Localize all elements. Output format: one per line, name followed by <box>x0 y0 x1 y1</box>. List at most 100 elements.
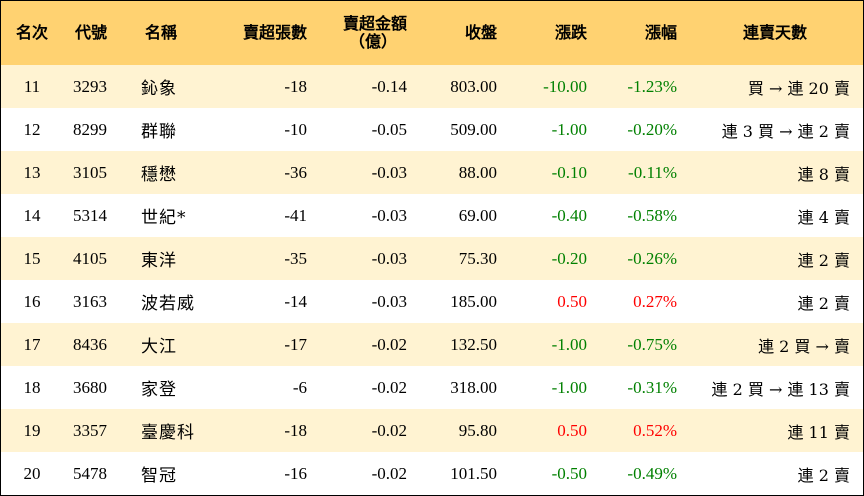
cell-rank: 16 <box>23 291 41 311</box>
cell-net-sell-amount: -0.03 <box>371 162 407 182</box>
table-row: 20 5478 智冠 -16 -0.02 101.50 -0.50 -0.49% 連 2 賣 <box>1 452 863 495</box>
cell-net-sell-lots: -14 <box>284 291 307 311</box>
table-row: 19 3357 臺慶科 -18 -0.02 95.80 0.50 0.52% 連 11 賣 <box>1 409 863 452</box>
header-code: 代號 <box>75 23 108 42</box>
cell-name: 家登 <box>141 380 177 400</box>
cell-net-sell-lots: -18 <box>284 420 307 440</box>
header-net-sell-amount: 賣超金額 （億） <box>317 1 417 65</box>
header-change: 漲跌 <box>554 23 587 42</box>
cell-net-sell-lots: -36 <box>284 162 307 182</box>
cell-change-pct: -0.26% <box>627 248 677 268</box>
cell-net-sell-lots: -6 <box>292 377 307 397</box>
cell-net-sell-amount: -0.02 <box>371 334 407 354</box>
cell-change: -0.10 <box>551 162 587 182</box>
cell-net-sell-amount: -0.02 <box>371 463 407 483</box>
cell-name: 群聯 <box>141 122 177 142</box>
cell-net-sell-lots: -16 <box>284 463 307 483</box>
cell-sell-streak: 連 2 賣 <box>797 293 850 313</box>
cell-net-sell-amount: -0.02 <box>371 420 407 440</box>
cell-change-pct: -0.31% <box>627 377 677 397</box>
cell-change: 0.50 <box>557 291 587 311</box>
cell-code: 3357 <box>73 420 107 440</box>
cell-close: 132.50 <box>450 334 497 354</box>
cell-name: 波若威 <box>141 294 195 314</box>
cell-net-sell-lots: -18 <box>284 76 307 96</box>
table-row: 17 8436 大江 -17 -0.02 132.50 -1.00 -0.75% 連 2 買 →… <box>1 323 863 366</box>
cell-code: 5478 <box>73 463 107 483</box>
cell-rank: 17 <box>23 334 41 354</box>
cell-rank: 19 <box>23 420 41 440</box>
cell-code: 8299 <box>73 119 107 139</box>
cell-net-sell-amount: -0.03 <box>371 205 407 225</box>
cell-close: 75.30 <box>458 248 497 268</box>
cell-change-pct: -0.20% <box>627 119 677 139</box>
cell-change: -10.00 <box>543 76 587 96</box>
cell-net-sell-amount: -0.05 <box>371 119 407 139</box>
header-sell-streak: 連賣天數 <box>742 23 807 42</box>
table-row: 11 3293 鈊象 -18 -0.14 803.00 -10.00 -1.23% 買 → 連 … <box>1 65 863 108</box>
cell-change: -1.00 <box>551 119 587 139</box>
cell-change: -1.00 <box>551 377 587 397</box>
cell-rank: 15 <box>23 248 41 268</box>
table-header-row: 名次 代號 名稱 賣超張數 賣超金額 （億） 收盤 漲跌 漲幅 連賣天數 <box>1 1 863 65</box>
table-row: 14 5314 世紀* -41 -0.03 69.00 -0.40 -0.58% 連 4 賣 <box>1 194 863 237</box>
cell-name: 東洋 <box>141 251 177 271</box>
cell-name: 智冠 <box>141 466 177 486</box>
table-row: 18 3680 家登 -6 -0.02 318.00 -1.00 -0.31% 連 2 買 → … <box>1 366 863 409</box>
cell-name: 大江 <box>141 337 177 357</box>
cell-rank: 11 <box>23 76 41 96</box>
cell-rank: 13 <box>23 162 41 182</box>
cell-net-sell-lots: -35 <box>284 248 307 268</box>
cell-change: -0.50 <box>551 463 587 483</box>
cell-code: 3293 <box>73 76 107 96</box>
cell-sell-streak: 買 → 連 20 賣 <box>747 78 850 98</box>
cell-net-sell-amount: -0.03 <box>371 291 407 311</box>
cell-rank: 14 <box>23 205 41 225</box>
cell-close: 318.00 <box>450 377 497 397</box>
header-change-pct: 漲幅 <box>644 23 677 42</box>
cell-name: 鈊象 <box>141 79 177 99</box>
cell-change: 0.50 <box>557 420 587 440</box>
cell-close: 101.50 <box>450 463 497 483</box>
header-net-sell-amount-unit: （億） <box>348 32 397 51</box>
header-net-sell-amount-line1: 賣超金額 <box>342 14 407 33</box>
cell-net-sell-lots: -17 <box>284 334 307 354</box>
cell-net-sell-amount: -0.02 <box>371 377 407 397</box>
cell-net-sell-amount: -0.03 <box>371 248 407 268</box>
cell-code: 3105 <box>73 162 107 182</box>
cell-sell-streak: 連 3 買 → 連 2 賣 <box>721 121 850 141</box>
cell-change: -0.40 <box>551 205 587 225</box>
cell-close: 803.00 <box>450 76 497 96</box>
cell-rank: 12 <box>23 119 41 139</box>
header-close: 收盤 <box>464 23 497 42</box>
cell-code: 8436 <box>73 334 107 354</box>
table-row: 12 8299 群聯 -10 -0.05 509.00 -1.00 -0.20% 連 3 買 →… <box>1 108 863 151</box>
cell-sell-streak: 連 8 賣 <box>797 164 850 184</box>
header-net-sell-lots: 賣超張數 <box>242 23 307 42</box>
cell-change-pct: -0.75% <box>627 334 677 354</box>
cell-change-pct: 0.27% <box>633 291 677 311</box>
cell-net-sell-lots: -41 <box>284 205 307 225</box>
cell-change: -1.00 <box>551 334 587 354</box>
cell-code: 3163 <box>73 291 107 311</box>
table-row: 13 3105 穩懋 -36 -0.03 88.00 -0.10 -0.11% 連 8 賣 <box>1 151 863 194</box>
cell-code: 5314 <box>73 205 107 225</box>
cell-rank: 20 <box>23 463 41 483</box>
cell-code: 4105 <box>73 248 107 268</box>
cell-name: 世紀* <box>141 208 187 228</box>
cell-close: 185.00 <box>450 291 497 311</box>
cell-sell-streak: 連 2 賣 <box>797 250 850 270</box>
header-rank: 名次 <box>15 23 48 42</box>
cell-close: 69.00 <box>458 205 497 225</box>
cell-rank: 18 <box>23 377 41 397</box>
cell-sell-streak: 連 2 賣 <box>797 465 850 485</box>
cell-close: 509.00 <box>450 119 497 139</box>
cell-sell-streak: 連 2 買 → 連 13 賣 <box>711 379 850 399</box>
cell-change-pct: -0.11% <box>628 162 677 182</box>
table-row: 16 3163 波若威 -14 -0.03 185.00 0.50 0.27% 連 2 賣 <box>1 280 863 323</box>
cell-name: 臺慶科 <box>141 423 195 443</box>
cell-change-pct: -1.23% <box>627 76 677 96</box>
cell-name: 穩懋 <box>141 165 177 185</box>
cell-net-sell-lots: -10 <box>284 119 307 139</box>
